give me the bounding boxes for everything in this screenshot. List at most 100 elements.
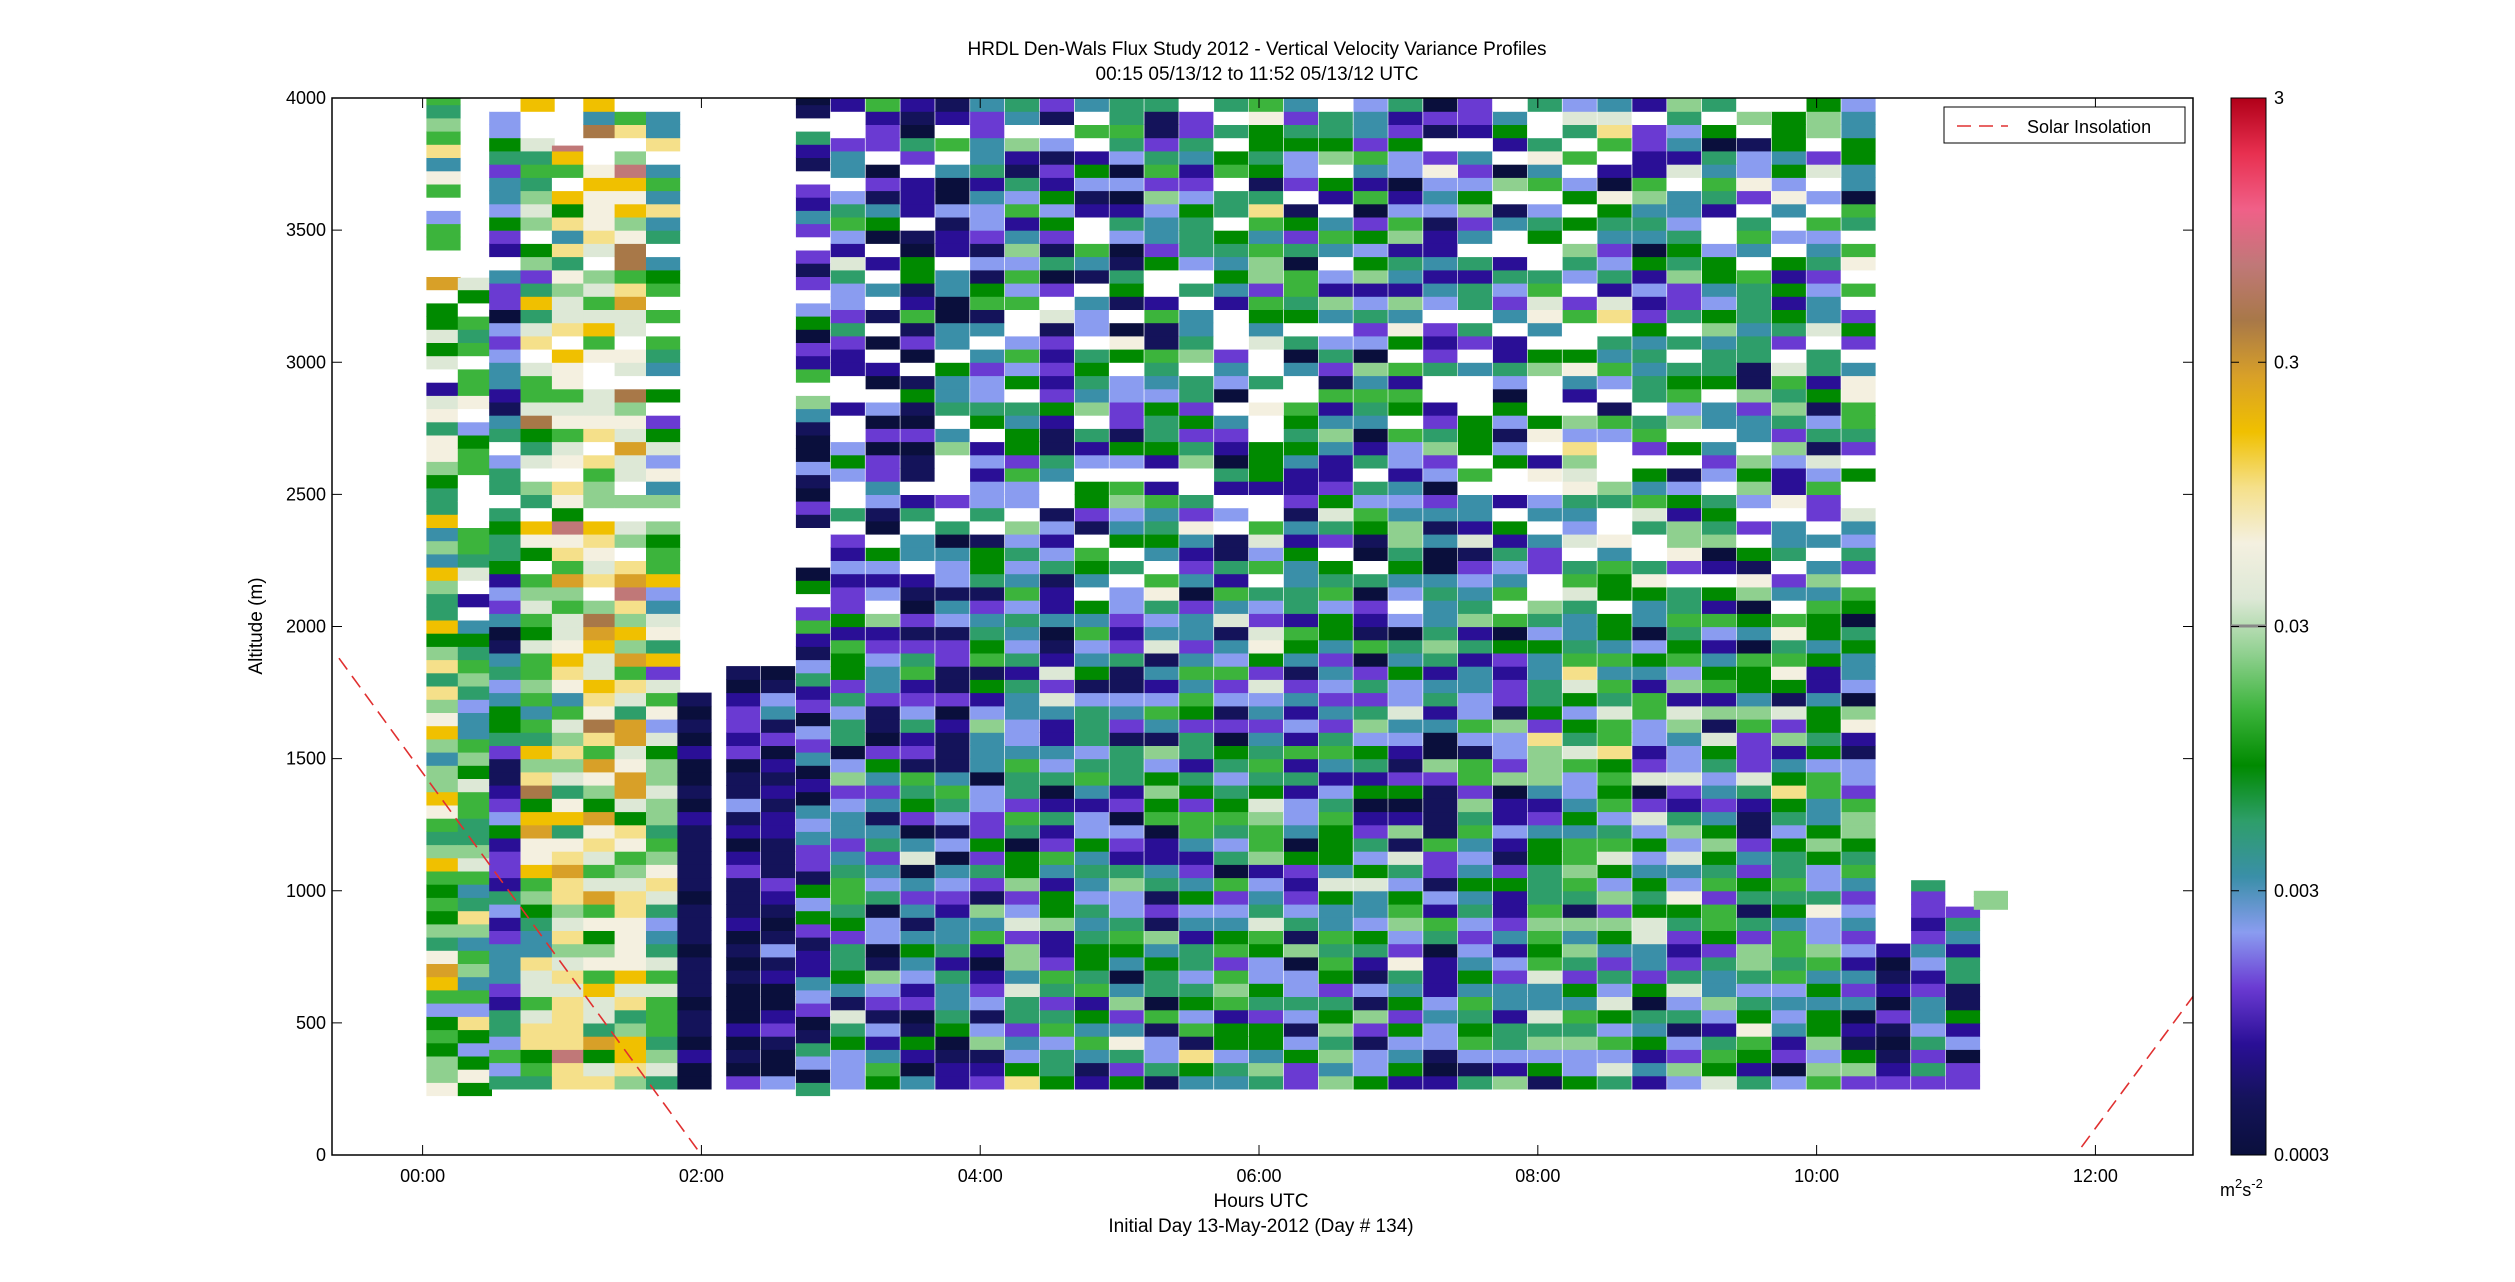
heatmap-cell	[457, 527, 492, 542]
x-tick-label: 06:00	[1236, 1166, 1281, 1186]
heatmap-cell	[1318, 534, 1353, 548]
heatmap-cell	[1702, 322, 1737, 337]
heatmap-cell	[614, 877, 649, 892]
heatmap-cell	[1074, 851, 1109, 865]
heatmap-cell	[457, 1029, 492, 1044]
heatmap-cell	[1318, 1062, 1353, 1077]
heatmap-cell	[1702, 639, 1737, 654]
heatmap-cell	[830, 256, 865, 271]
heatmap-cell	[1562, 1075, 1597, 1090]
heatmap-cell	[1109, 1036, 1144, 1050]
heatmap-cell	[1214, 732, 1249, 746]
heatmap-cell	[1492, 375, 1528, 390]
heatmap-cell	[1423, 1075, 1458, 1090]
heatmap-cell	[1771, 983, 1806, 997]
heatmap-cell	[1109, 771, 1144, 786]
heatmap-cell	[614, 481, 649, 495]
heatmap-cell	[583, 296, 618, 310]
heatmap-cell	[1492, 600, 1528, 614]
heatmap-cell	[1214, 626, 1249, 641]
heatmap-cell	[900, 137, 935, 152]
heatmap-cell	[457, 831, 492, 846]
heatmap-cell	[900, 930, 935, 945]
heatmap-cell	[1039, 811, 1074, 826]
heatmap-cell	[1562, 785, 1597, 799]
heatmap-cell	[1179, 335, 1214, 350]
heatmap-cell	[865, 560, 900, 575]
heatmap-cell	[900, 441, 935, 456]
heatmap-cell	[1039, 150, 1074, 165]
heatmap-cell	[1458, 692, 1493, 707]
heatmap-cell	[614, 745, 649, 760]
heatmap-cell	[1039, 758, 1074, 773]
heatmap-cell	[830, 600, 865, 614]
heatmap-cell	[646, 428, 681, 443]
heatmap-cell	[1527, 494, 1562, 509]
heatmap-cell	[1248, 692, 1284, 707]
heatmap-cell	[646, 877, 681, 892]
heatmap-cell	[1492, 1022, 1528, 1037]
heatmap-cell	[1458, 811, 1493, 826]
heatmap-cell	[520, 679, 555, 694]
heatmap-cell	[1005, 507, 1040, 522]
heatmap-cell	[1005, 1075, 1040, 1090]
heatmap-cell	[1702, 864, 1737, 879]
heatmap-cell	[1597, 600, 1632, 614]
heatmap-cell	[1388, 666, 1423, 680]
heatmap-cell	[1736, 983, 1771, 997]
heatmap-cell	[726, 1022, 761, 1037]
heatmap-cell	[830, 547, 865, 561]
legend-label: Solar Insolation	[2027, 117, 2151, 137]
heatmap-cell	[865, 719, 900, 733]
heatmap-cell	[1039, 269, 1074, 284]
heatmap-cell	[1841, 150, 1876, 165]
heatmap-cell	[551, 296, 587, 310]
heatmap-cell	[489, 771, 524, 786]
heatmap-cell	[1179, 507, 1214, 522]
heatmap-cell	[1144, 283, 1179, 297]
heatmap-cell	[614, 1036, 649, 1050]
heatmap-cell	[489, 203, 524, 218]
heatmap-cell	[795, 923, 831, 938]
heatmap-cell	[1771, 943, 1806, 958]
heatmap-cell	[1423, 1062, 1458, 1077]
heatmap-cell	[865, 98, 900, 112]
heatmap-cell	[1353, 322, 1388, 337]
heatmap-cell	[1318, 917, 1353, 931]
heatmap-cell	[1318, 124, 1353, 139]
heatmap-cell	[1005, 943, 1040, 958]
heatmap-cell	[1492, 428, 1528, 443]
heatmap-cell	[1074, 388, 1109, 403]
heatmap-cell	[1492, 573, 1528, 588]
heatmap-cell	[1492, 851, 1528, 865]
heatmap-cell	[970, 164, 1005, 178]
heatmap-cell	[1562, 652, 1597, 667]
heatmap-cell	[583, 890, 618, 905]
heatmap-cell	[1248, 613, 1284, 628]
heatmap-cell	[970, 124, 1005, 139]
heatmap-cell	[1458, 269, 1493, 284]
heatmap-cell	[1388, 705, 1423, 720]
heatmap-cell	[1492, 362, 1528, 377]
heatmap-cell	[1702, 732, 1737, 746]
heatmap-cell	[1632, 216, 1667, 231]
heatmap-cell	[1214, 454, 1249, 469]
heatmap-cell	[1353, 705, 1388, 720]
heatmap-cell	[1388, 1075, 1423, 1090]
heatmap-cell	[1562, 230, 1597, 244]
heatmap-cell	[1353, 216, 1388, 231]
heatmap-cell	[1806, 930, 1841, 945]
heatmap-cell	[1458, 309, 1493, 324]
heatmap-cell	[795, 659, 831, 674]
heatmap-cell	[426, 434, 461, 449]
heatmap-cell	[1458, 943, 1493, 958]
heatmap-cell	[1423, 375, 1458, 390]
heatmap-cell	[646, 98, 681, 112]
heatmap-cell	[457, 712, 492, 727]
heatmap-cell	[1841, 811, 1876, 826]
heatmap-cell	[1632, 798, 1667, 813]
heatmap-cell	[1039, 877, 1074, 892]
heatmap-cell	[1039, 441, 1074, 456]
heatmap-cell	[1214, 507, 1249, 522]
heatmap-cell	[1179, 943, 1214, 958]
